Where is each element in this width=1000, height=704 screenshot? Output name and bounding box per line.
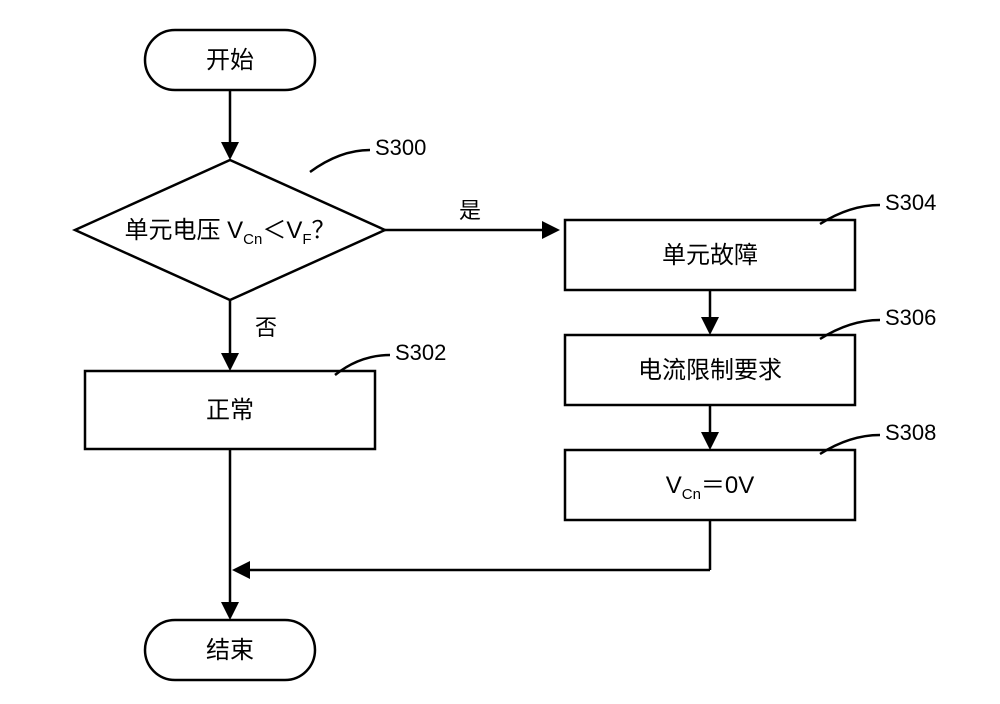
arrow-end [221,602,239,620]
step-s308: S308 [885,420,936,445]
step-s300: S300 [375,135,426,160]
step-s306: S306 [885,305,936,330]
arrow-start-decision [221,142,239,160]
setzero-label: VCn＝0V [666,472,755,503]
arrow-decision-no [221,353,239,371]
arrow-limit-setzero [701,432,719,450]
normal-label: 正常 [206,397,254,424]
limit-label: 电流限制要求 [638,357,782,384]
step-s302: S302 [395,340,446,365]
step-s304: S304 [885,190,936,215]
end-label: 结束 [206,637,254,664]
branch-yes: 是 [459,198,481,223]
arrow-fault-limit [701,317,719,335]
flowchart-canvas: 开始 单元电压 VCn＜VF？ S300 是 否 正常 S302 单元故障 S3… [0,0,1000,704]
start-label: 开始 [206,47,254,74]
arrow-decision-yes [542,221,560,239]
arrow-merge [232,561,250,579]
callout-s300 [310,150,370,172]
decision-label: 单元电压 VCn＜VF？ [124,217,335,248]
fault-label: 单元故障 [662,242,758,269]
branch-no: 否 [255,315,277,340]
